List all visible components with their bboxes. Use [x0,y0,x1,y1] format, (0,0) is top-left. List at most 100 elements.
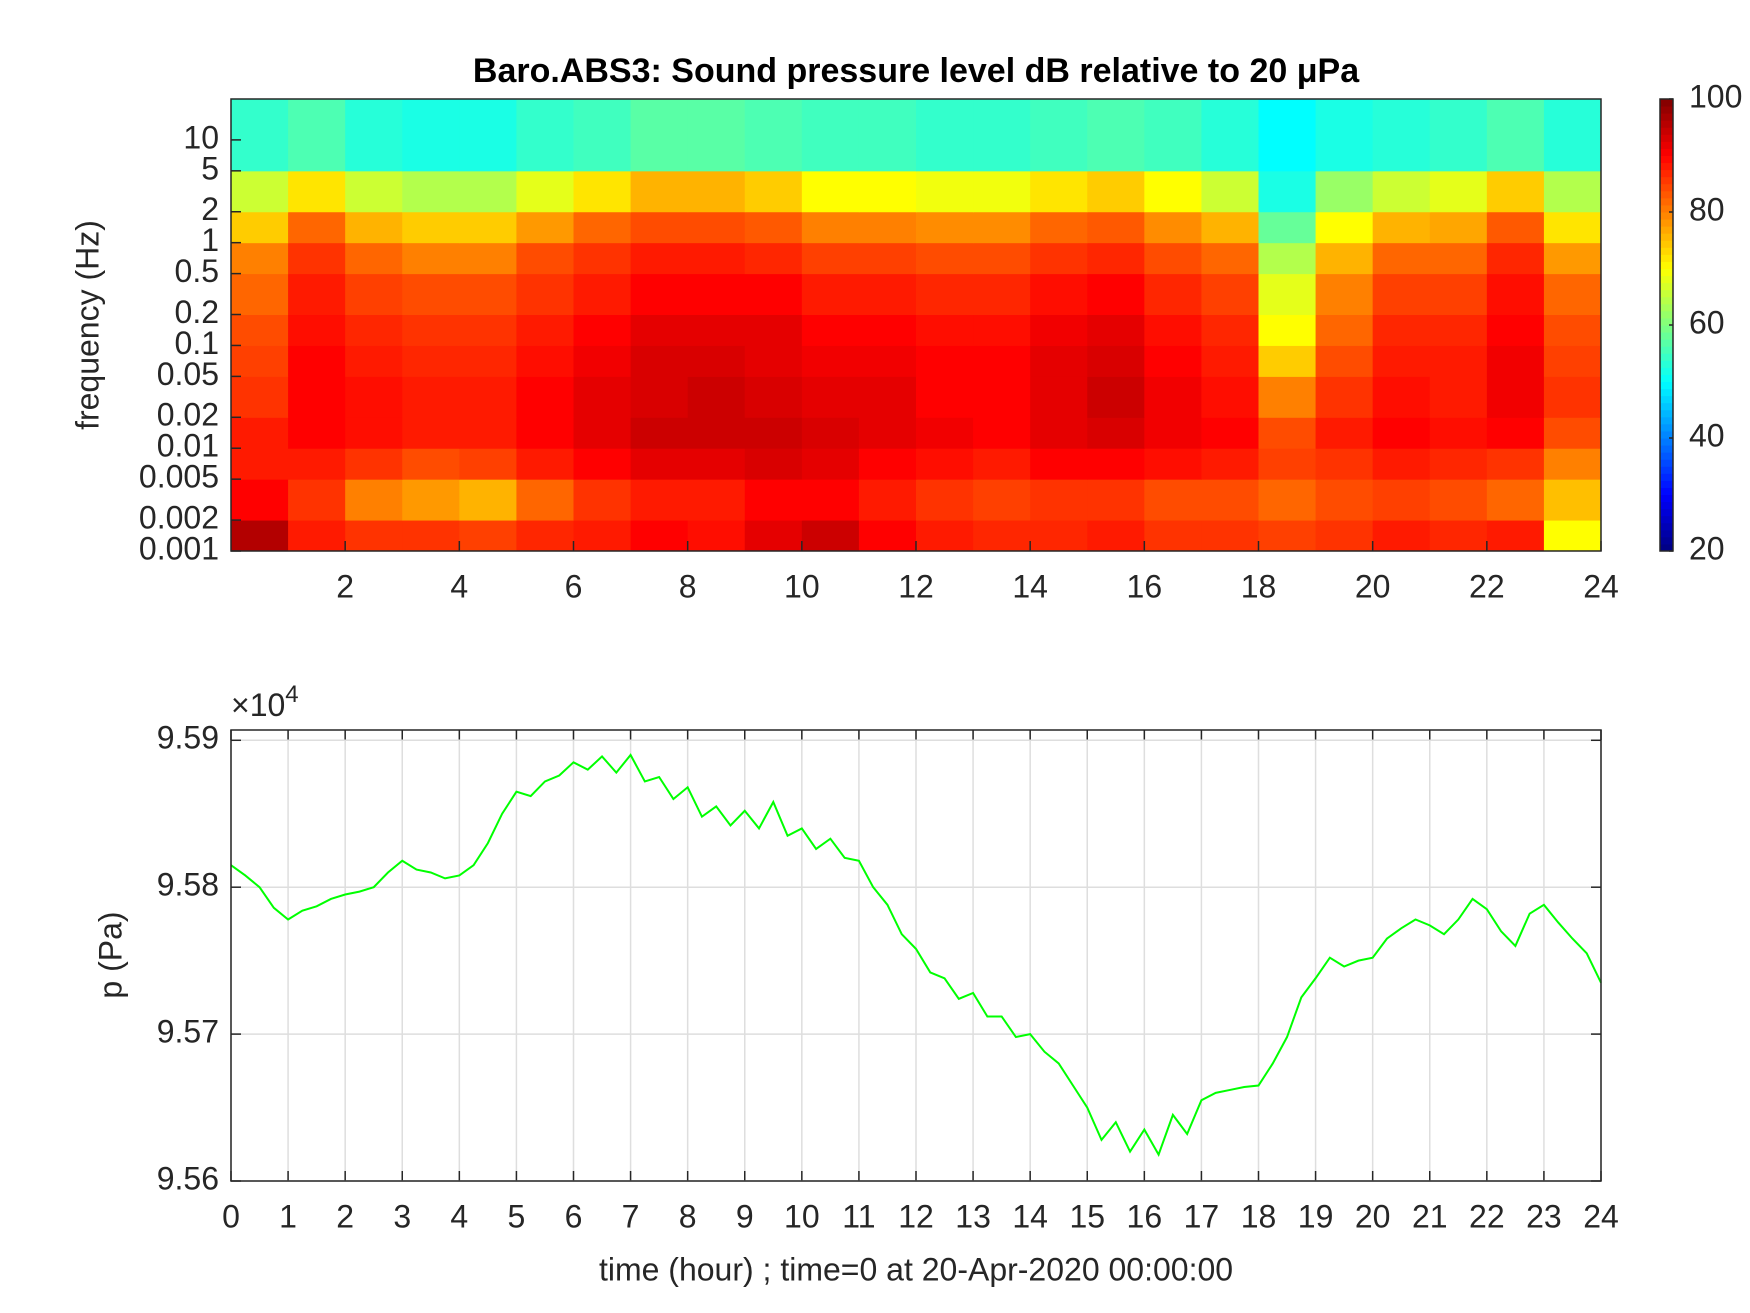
x-tick-label: 22 [1469,1198,1505,1234]
x-tick-label: 4 [450,1198,468,1234]
heatmap-cell [459,448,517,480]
heatmap-cell [1201,479,1259,521]
heatmap-cell [1030,448,1088,480]
heatmap-cell [858,242,917,275]
heatmap-cell [687,314,746,346]
colorbar-swatch [1660,212,1673,220]
heatmap-cell [288,520,346,552]
heatmap-cell [1258,448,1317,480]
heatmap-cell [916,345,974,377]
y-tick-label: 9.58 [157,867,219,903]
heatmap-cell [573,242,632,275]
heatmap-cell [630,273,689,316]
heatmap-cell [1315,273,1374,316]
colorbar-tick-label: 80 [1689,191,1725,227]
heatmap-cell [1429,314,1488,346]
heatmap-cell [345,520,403,552]
y-tick-label: 0.005 [139,459,219,495]
heatmap-cell [1258,242,1317,275]
heatmap-cell [402,520,460,552]
heatmap-cell [1258,314,1317,346]
x-tick-label: 1 [279,1198,297,1234]
x-tick-label: 23 [1526,1198,1562,1234]
colorbar-swatch [1660,522,1673,531]
y-axis-label: frequency (Hz) [69,220,105,430]
heatmap-cell [402,376,460,418]
heatmap-cell [973,417,1031,449]
heatmap-cell [231,345,289,377]
heatmap-cell [288,376,346,418]
heatmap-cell [1315,520,1374,552]
colorbar-swatch [1660,303,1673,312]
colorbar-swatch [1660,346,1673,354]
heatmap-cell [1144,376,1202,418]
x-tick-label: 14 [1012,1198,1048,1234]
heatmap-cell [744,345,803,377]
colorbar-swatch [1660,353,1673,361]
colorbar-swatch [1660,219,1673,227]
heatmap-cell [402,417,460,449]
heatmap-cell [1030,376,1088,418]
heatmap-cell [973,479,1031,521]
heatmap-cell [801,479,860,521]
colorbar-swatch [1660,543,1673,552]
heatmap-cell [687,479,746,521]
x-tick-label: 10 [784,1198,820,1234]
colorbar-swatch [1660,395,1673,404]
heatmap-cell [858,99,917,172]
heatmap-cell [801,520,860,552]
heatmap-cell [1315,211,1374,244]
heatmap-cell [288,479,346,521]
colorbar-swatch [1660,536,1673,545]
heatmap-cell [459,211,517,244]
colorbar-swatch [1660,127,1673,135]
heatmap-cell [1486,479,1545,521]
heatmap-cell [345,376,403,418]
heatmap-cell [1486,242,1545,275]
y-tick-label: 0.5 [175,253,219,289]
colorbar-swatch [1660,409,1673,418]
heatmap-cell [1372,99,1431,172]
y-tick-label: 0.1 [175,325,219,361]
heatmap-cell [916,417,974,449]
y-tick-label: 0.01 [157,428,219,464]
heatmap-cell [744,520,803,552]
colorbar-swatch [1660,473,1673,481]
heatmap-cell [973,170,1031,213]
heatmap-cell [288,345,346,377]
heatmap-cell [916,314,974,346]
x-tick-label: 18 [1241,568,1277,604]
colorbar-swatch [1660,268,1673,277]
y-tick-label: 1 [201,222,219,258]
x-tick-label: 20 [1355,1198,1391,1234]
colorbar-swatch [1660,494,1673,503]
heatmap-cell [516,520,574,552]
y-tick-label: 9.56 [157,1160,219,1196]
colorbar-swatch [1660,169,1673,178]
heatmap-cell [1372,273,1431,316]
heatmap-cell [288,170,346,213]
heatmap-cell [231,376,289,418]
heatmap-cell [1543,99,1602,172]
heatmap-cell [231,242,289,275]
heatmap-cell [1372,479,1431,521]
heatmap-cell [1543,242,1602,275]
heatmap-cell [1201,376,1259,418]
heatmap-cell [630,345,689,377]
heatmap-cell [288,314,346,346]
heatmap-cell [973,345,1031,377]
colorbar-swatch [1660,226,1673,234]
heatmap-cell [345,211,403,244]
x-tick-label: 15 [1069,1198,1105,1234]
heatmap-cell [687,242,746,275]
heatmap-cell [1144,448,1202,480]
heatmap-cell [801,242,860,275]
heatmap-cell [1429,211,1488,244]
colorbar-swatch [1660,501,1673,510]
heatmap-cell [573,448,632,480]
heatmap-cell [1087,99,1145,172]
x-tick-label: 13 [955,1198,991,1234]
heatmap-cell [1543,211,1602,244]
heatmap-cell [1087,211,1145,244]
heatmap-cell [573,211,632,244]
